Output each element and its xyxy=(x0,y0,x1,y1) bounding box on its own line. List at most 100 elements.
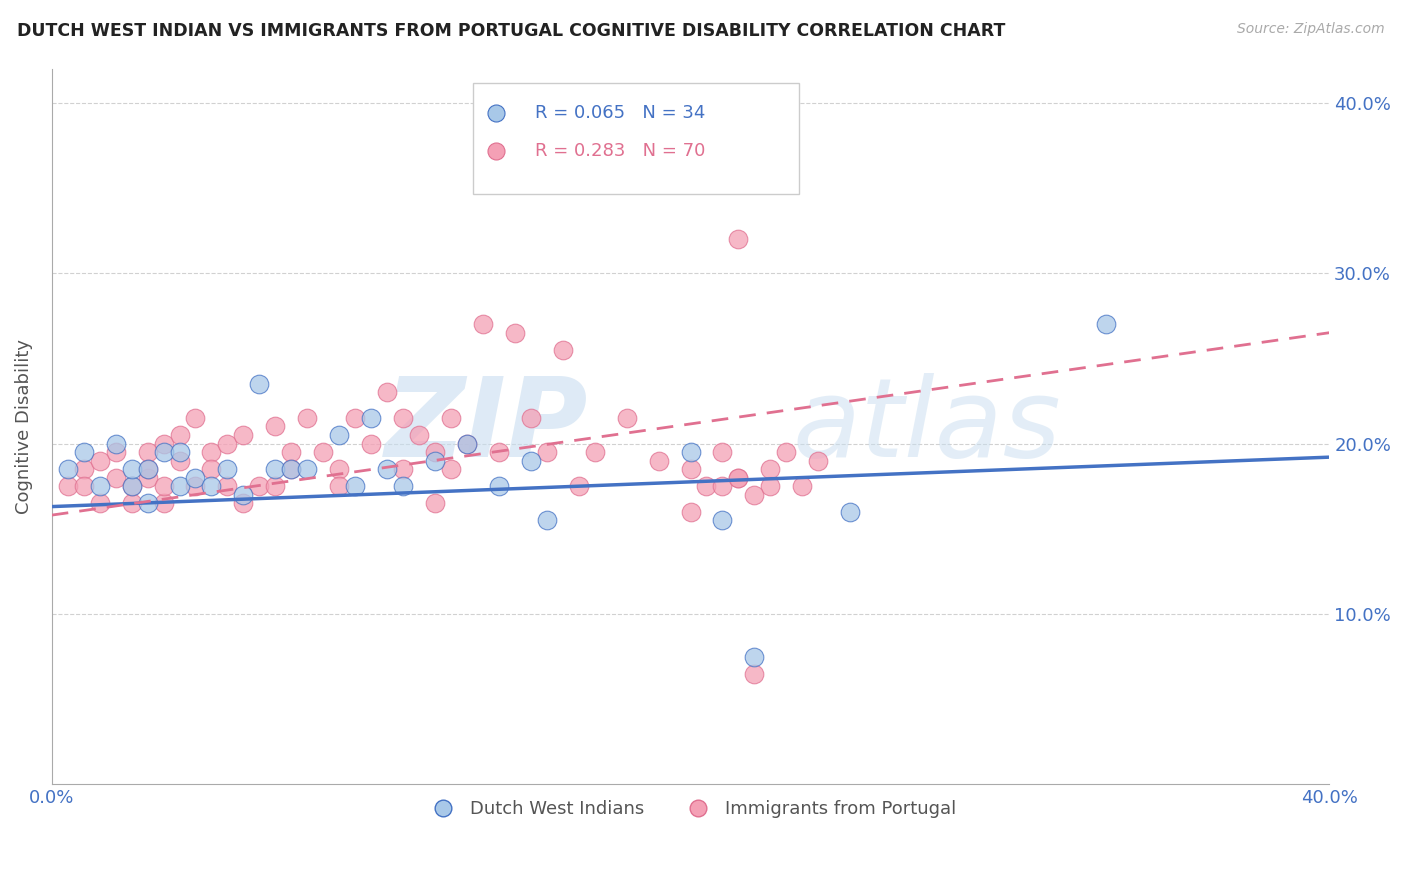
Point xyxy=(392,479,415,493)
Point xyxy=(488,479,510,493)
Point xyxy=(392,411,415,425)
Point xyxy=(328,462,350,476)
Point xyxy=(536,513,558,527)
Point xyxy=(200,462,222,476)
Point xyxy=(264,479,287,493)
Point xyxy=(152,436,174,450)
Point xyxy=(169,428,191,442)
Point xyxy=(169,479,191,493)
Point xyxy=(136,462,159,476)
Point xyxy=(104,436,127,450)
Point xyxy=(711,513,734,527)
Point xyxy=(280,462,302,476)
Point xyxy=(280,462,302,476)
Text: R = 0.065   N = 34: R = 0.065 N = 34 xyxy=(534,103,704,122)
Text: R = 0.283   N = 70: R = 0.283 N = 70 xyxy=(534,142,704,160)
Point xyxy=(312,445,335,459)
Point xyxy=(839,505,862,519)
Point xyxy=(775,445,797,459)
Point xyxy=(247,376,270,391)
Point xyxy=(423,445,446,459)
Point xyxy=(121,479,143,493)
Point xyxy=(423,453,446,467)
Point xyxy=(520,411,543,425)
Point xyxy=(73,445,96,459)
Point xyxy=(583,445,606,459)
Point xyxy=(121,496,143,510)
Point xyxy=(568,479,591,493)
Point xyxy=(695,479,717,493)
Point xyxy=(184,411,207,425)
Point xyxy=(679,445,702,459)
Point xyxy=(232,488,254,502)
Point xyxy=(456,436,478,450)
Point xyxy=(536,445,558,459)
Point xyxy=(792,479,814,493)
Point xyxy=(184,479,207,493)
Point xyxy=(711,479,734,493)
Point xyxy=(744,666,766,681)
Point xyxy=(679,505,702,519)
Point xyxy=(344,411,367,425)
Point xyxy=(807,453,830,467)
Point xyxy=(488,445,510,459)
Point xyxy=(56,462,79,476)
Point xyxy=(647,453,669,467)
Point xyxy=(152,445,174,459)
Point xyxy=(56,479,79,493)
Point xyxy=(360,411,382,425)
Point xyxy=(104,470,127,484)
Point xyxy=(423,496,446,510)
Point xyxy=(375,462,398,476)
Point xyxy=(328,428,350,442)
Legend: Dutch West Indians, Immigrants from Portugal: Dutch West Indians, Immigrants from Port… xyxy=(418,793,963,825)
Point xyxy=(73,479,96,493)
Point xyxy=(616,411,638,425)
Point xyxy=(280,445,302,459)
Point xyxy=(247,479,270,493)
Text: atlas: atlas xyxy=(793,373,1062,480)
Point xyxy=(456,436,478,450)
Point xyxy=(200,479,222,493)
Point xyxy=(744,488,766,502)
Point xyxy=(440,411,463,425)
Point xyxy=(104,445,127,459)
Point xyxy=(520,453,543,467)
Point xyxy=(297,462,319,476)
Point xyxy=(73,462,96,476)
Point xyxy=(727,470,749,484)
Point xyxy=(217,436,239,450)
Point xyxy=(169,453,191,467)
Point xyxy=(200,445,222,459)
Point xyxy=(1094,317,1116,331)
Point xyxy=(727,470,749,484)
Point xyxy=(264,419,287,434)
Point xyxy=(759,479,782,493)
Point xyxy=(152,479,174,493)
Point xyxy=(217,462,239,476)
Point xyxy=(121,462,143,476)
Point xyxy=(136,470,159,484)
Point xyxy=(679,462,702,476)
Point xyxy=(89,453,111,467)
Point xyxy=(136,445,159,459)
Point xyxy=(232,496,254,510)
Point xyxy=(136,462,159,476)
Point xyxy=(744,649,766,664)
Y-axis label: Cognitive Disability: Cognitive Disability xyxy=(15,339,32,514)
Text: Source: ZipAtlas.com: Source: ZipAtlas.com xyxy=(1237,22,1385,37)
Point xyxy=(408,428,430,442)
Text: DUTCH WEST INDIAN VS IMMIGRANTS FROM PORTUGAL COGNITIVE DISABILITY CORRELATION C: DUTCH WEST INDIAN VS IMMIGRANTS FROM POR… xyxy=(17,22,1005,40)
Point xyxy=(232,428,254,442)
Point xyxy=(217,479,239,493)
Text: ZIP: ZIP xyxy=(385,373,588,480)
Point xyxy=(297,411,319,425)
Point xyxy=(471,317,494,331)
Point xyxy=(727,232,749,246)
Point xyxy=(184,470,207,484)
Point xyxy=(503,326,526,340)
Point xyxy=(89,496,111,510)
Point xyxy=(551,343,574,357)
Point xyxy=(152,496,174,510)
FancyBboxPatch shape xyxy=(474,83,799,194)
